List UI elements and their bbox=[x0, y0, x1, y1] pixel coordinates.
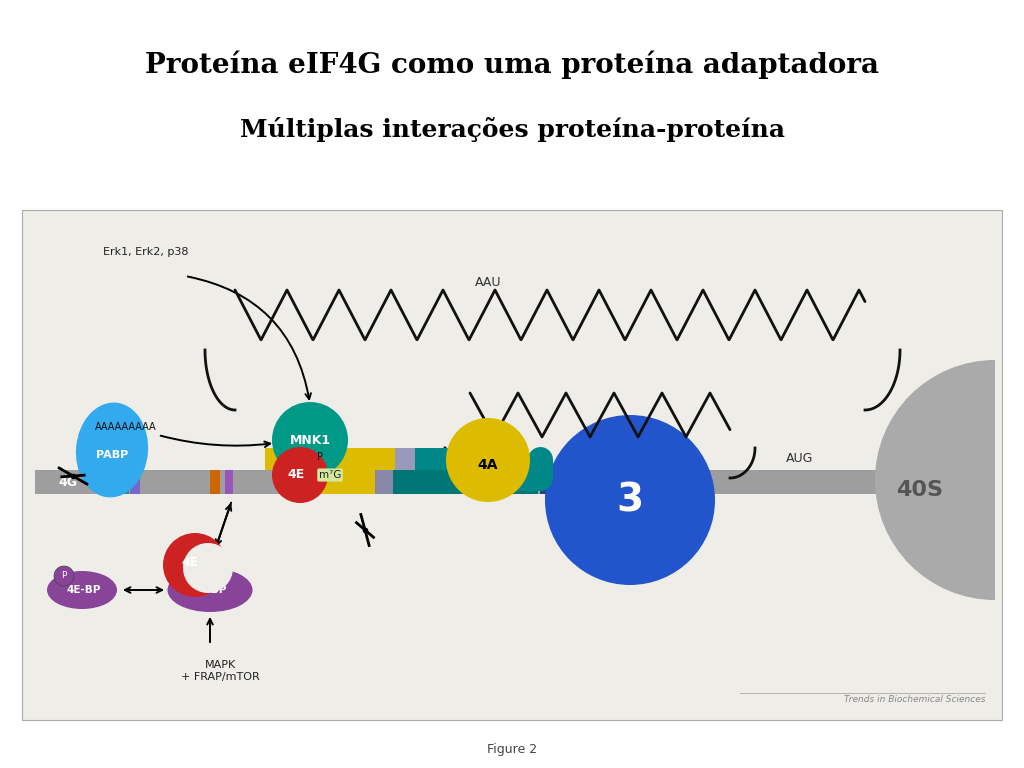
Text: AAU: AAU bbox=[475, 276, 502, 289]
Ellipse shape bbox=[47, 571, 117, 609]
Bar bbox=[393, 470, 538, 494]
Bar bbox=[22, 210, 1002, 720]
Bar bbox=[130, 470, 140, 494]
Text: Proteína eIF4G como uma proteína adaptadora: Proteína eIF4G como uma proteína adaptad… bbox=[145, 51, 879, 79]
Wedge shape bbox=[874, 360, 995, 600]
Text: 40S: 40S bbox=[896, 480, 943, 500]
Bar bbox=[265, 448, 395, 470]
Text: 4E: 4E bbox=[288, 468, 304, 482]
Text: 4E: 4E bbox=[181, 557, 199, 570]
Text: AUG: AUG bbox=[786, 452, 814, 465]
Bar bbox=[210, 470, 220, 494]
Circle shape bbox=[163, 533, 227, 597]
Text: Erk1, Erk2, p38: Erk1, Erk2, p38 bbox=[103, 247, 188, 257]
Circle shape bbox=[446, 418, 530, 502]
Text: 4A: 4A bbox=[478, 458, 499, 472]
Text: 4E-BP: 4E-BP bbox=[67, 585, 101, 595]
Ellipse shape bbox=[168, 568, 253, 612]
Bar bbox=[115, 470, 129, 494]
Circle shape bbox=[183, 543, 233, 593]
Text: 4E-BP: 4E-BP bbox=[193, 585, 227, 595]
Bar bbox=[375, 470, 393, 494]
Text: 4G: 4G bbox=[58, 475, 78, 488]
Bar bbox=[540, 470, 560, 494]
Text: Figure 2: Figure 2 bbox=[487, 743, 537, 756]
Circle shape bbox=[272, 402, 348, 478]
Bar bbox=[319, 470, 375, 494]
Text: MNK1: MNK1 bbox=[290, 433, 331, 446]
Text: Trends in Biochemical Sciences: Trends in Biochemical Sciences bbox=[844, 696, 985, 704]
Text: P: P bbox=[317, 452, 323, 462]
Bar bbox=[225, 470, 233, 494]
Bar bbox=[305, 470, 319, 494]
Text: MAPK
+ FRAP/mTOR: MAPK + FRAP/mTOR bbox=[180, 660, 259, 682]
Circle shape bbox=[272, 447, 328, 503]
Ellipse shape bbox=[76, 402, 148, 498]
Text: AAAAAAAAA: AAAAAAAAA bbox=[95, 422, 157, 432]
Bar bbox=[395, 448, 415, 470]
Text: 3: 3 bbox=[616, 481, 643, 519]
Circle shape bbox=[54, 566, 74, 586]
Bar bbox=[35, 470, 990, 494]
Circle shape bbox=[545, 415, 715, 585]
Bar bbox=[415, 448, 505, 470]
Text: P: P bbox=[61, 571, 67, 581]
Text: Múltiplas interações proteína-proteína: Múltiplas interações proteína-proteína bbox=[240, 118, 784, 143]
Text: m⁷G: m⁷G bbox=[318, 470, 341, 480]
Text: PABP: PABP bbox=[96, 450, 128, 460]
